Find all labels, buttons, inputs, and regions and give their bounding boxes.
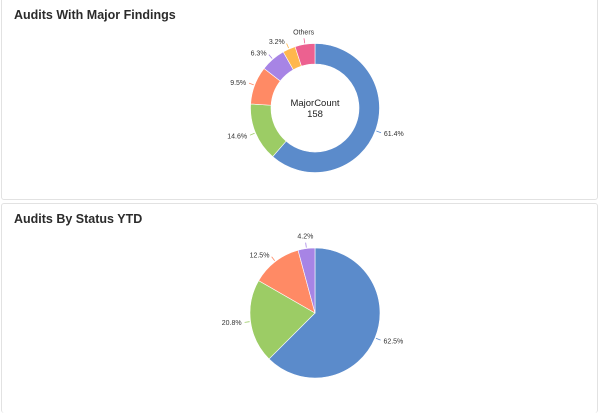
pie-slice[interactable] [297,247,316,314]
pie-slice[interactable] [272,43,380,173]
label-leader-line [244,321,250,323]
pie-slice[interactable] [249,280,316,360]
label-leader-line [375,337,381,341]
pie-slice[interactable] [268,247,381,379]
slice-label: 9.5% [230,80,246,87]
slice-label: 14.6% [227,133,247,140]
label-leader-line [303,38,306,44]
label-leader-line [271,256,276,261]
slice-label: Others [293,29,315,36]
donut-center-label: MajorCount [290,98,339,109]
label-leader-line [286,43,289,49]
slice-label: 62.5% [383,338,403,345]
slice-label: 3.2% [269,39,285,46]
label-leader-line [249,132,255,136]
pie-slice[interactable] [294,43,316,67]
slice-label: 12.5% [250,253,270,260]
major-findings-title: Audits With Major Findings [14,8,176,22]
status-ytd-pie: 62.5% 20.8% 12.5% 4.2% [222,234,403,379]
label-leader-line [268,54,273,59]
donut-center-value: 158 [307,109,323,120]
label-leader-line [376,130,382,134]
status-ytd-title: Audits By Status YTD [14,212,143,226]
major-findings-donut-chart: 61.4% 14.6% 9.5% 6.3%3.2% Others MajorCount15… [222,29,404,379]
slice-label: 6.3% [251,51,267,58]
major-findings-donut: 61.4% 14.6% 9.5% 6.3%3.2% Others MajorCount15… [227,29,404,173]
slice-label: 4.2% [297,234,313,241]
label-leader-line [305,242,307,248]
slice-label: 61.4% [384,131,404,138]
slice-label: 20.8% [222,320,242,327]
label-leader-line [248,82,254,86]
